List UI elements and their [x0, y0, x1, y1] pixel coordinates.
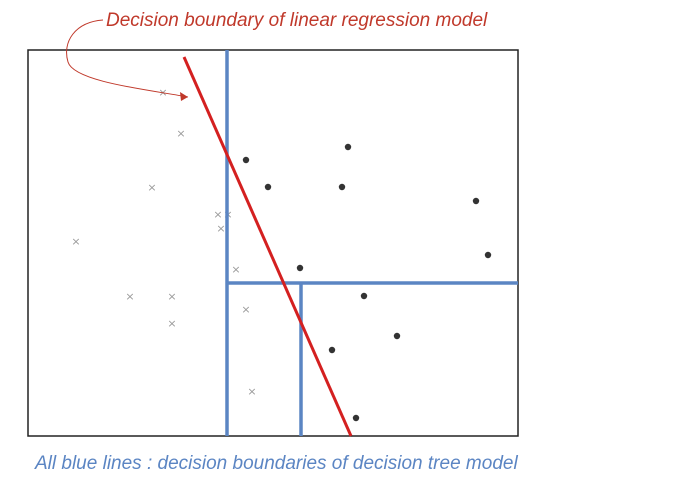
cross-marker: ×	[247, 385, 256, 398]
cross-markers-group: × × × × × × × × × × × × × ×	[71, 86, 256, 398]
dot-markers-group	[242, 143, 492, 422]
cross-marker: ×	[216, 222, 225, 235]
decision-tree-caption: All blue lines : decision boundaries of …	[35, 453, 518, 474]
cross-marker: ×	[147, 181, 156, 194]
cross-marker: ×	[167, 317, 176, 330]
dot-marker	[242, 156, 250, 164]
dot-marker	[352, 414, 360, 422]
dot-marker	[472, 197, 480, 205]
cross-marker: ×	[71, 235, 80, 248]
dot-marker	[328, 346, 336, 354]
cross-marker: ×	[213, 208, 222, 221]
plot-frame	[27, 49, 519, 437]
cross-marker: ×	[231, 263, 240, 276]
annotation-arrow	[66, 19, 189, 98]
dot-marker	[264, 183, 272, 191]
linear-regression-caption: Decision boundary of linear regression m…	[106, 10, 488, 31]
cross-marker: ×	[167, 290, 176, 303]
cross-marker: ×	[241, 303, 250, 316]
dot-marker	[344, 143, 352, 151]
dot-marker	[296, 264, 304, 272]
cross-marker: ×	[176, 127, 185, 140]
dot-marker	[360, 292, 368, 300]
cross-marker: ×	[125, 290, 134, 303]
dot-marker	[484, 251, 492, 259]
annotation-arrowhead	[180, 92, 188, 101]
dot-marker	[338, 183, 346, 191]
dot-marker	[393, 332, 401, 340]
linear-regression-boundary	[182, 56, 353, 437]
